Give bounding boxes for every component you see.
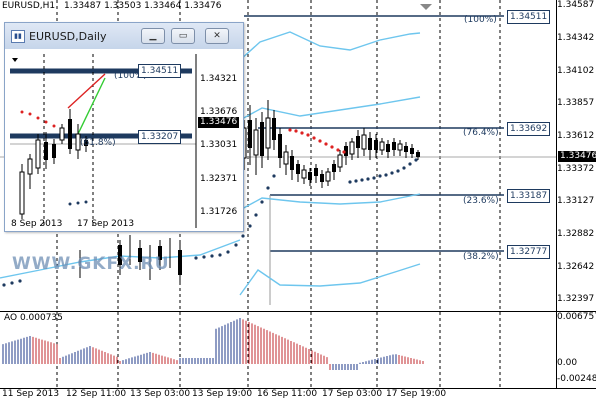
fib-price-23: 1.33187	[507, 189, 551, 203]
current-price-tag: 1.33476	[558, 151, 596, 162]
fib-pct-38: (38.2%)	[463, 252, 499, 262]
window-titlebar[interactable]: ▮▮ EURUSD,Daily ▁ ▭ ✕	[5, 23, 243, 49]
daily-price-tick: 1.33031	[200, 140, 238, 150]
separator	[0, 311, 596, 312]
fib-price-38: 1.32777	[507, 245, 551, 259]
price-tick: 1.33857	[557, 98, 595, 108]
time-tick: 13 Sep 03:00	[130, 389, 191, 399]
time-tick: 17 Sep 19:00	[386, 389, 447, 399]
time-tick: 11 Sep 2013	[2, 389, 60, 399]
ao-tick: 0.00	[557, 358, 578, 368]
daily-time-tick: 17 Sep 2013	[77, 219, 135, 229]
price-tick: 1.34587	[557, 0, 595, 10]
time-tick: 16 Sep 11:00	[257, 389, 318, 399]
chart-icon: ▮▮	[11, 30, 25, 43]
daily-price-tick: 1.34321	[200, 74, 238, 84]
close-button[interactable]: ✕	[205, 28, 229, 44]
fib-pct-23: (23.6%)	[463, 196, 499, 206]
time-tick: 12 Sep 11:00	[66, 389, 127, 399]
ao-histogram[interactable]	[0, 312, 556, 388]
daily-time-tick: 8 Sep 2013	[11, 219, 63, 229]
time-tick: 17 Sep 03:00	[322, 389, 383, 399]
price-tick: 1.32642	[557, 262, 595, 272]
daily-price-tick: 1.31726	[200, 207, 238, 217]
fib-pct-76: (76.4%)	[463, 128, 499, 138]
symbol-timeframe: EURUSD,H1	[2, 1, 56, 11]
minimize-button[interactable]: ▁	[141, 28, 165, 44]
watermark: WWW.GKFX.RU	[12, 254, 170, 274]
fib-price-100: 1.34511	[507, 10, 551, 24]
daily-fib-pct-100: (100%)	[114, 71, 147, 81]
daily-price-tick: 1.33676	[200, 107, 238, 117]
ao-axis: 0.006757 0.00 -0.002487	[556, 312, 596, 388]
price-axis[interactable]: 1.34587 1.34342 1.34102 1.33857 1.33612 …	[556, 0, 596, 312]
price-tick: 1.34342	[557, 33, 595, 43]
daily-price-tick: 1.32371	[200, 174, 238, 184]
parabolic-sar-dots	[2, 128, 418, 287]
ohlc-values: 1.33487 1.33503 1.33464 1.33476	[64, 1, 222, 11]
price-tick: 1.34102	[557, 66, 595, 76]
daily-fib-price-100: 1.34511	[138, 64, 182, 78]
daily-chart-window[interactable]: ▮▮ EURUSD,Daily ▁ ▭ ✕	[4, 22, 244, 232]
daily-current-price-tag: 1.33476	[198, 117, 240, 128]
fib-price-76: 1.33692	[507, 122, 551, 136]
restore-button[interactable]: ▭	[171, 28, 195, 44]
ao-tick: -0.002487	[557, 374, 596, 384]
candles	[79, 100, 420, 285]
main-price-chart[interactable]	[0, 0, 556, 312]
price-tick: 1.33127	[557, 196, 595, 206]
daily-fib-price-61: 1.33207	[138, 130, 182, 144]
daily-fib-pct-61: (61.8%)	[80, 138, 116, 148]
time-tick: 13 Sep 19:00	[192, 389, 253, 399]
chart-header: EURUSD,H1 1.33487 1.33503 1.33464 1.3347…	[2, 1, 221, 11]
ao-tick: 0.006757	[557, 312, 596, 322]
time-axis-line	[0, 388, 596, 389]
price-tick: 1.32882	[557, 229, 595, 239]
price-tick: 1.33372	[557, 164, 595, 174]
window-title: EURUSD,Daily	[29, 30, 107, 43]
price-tick: 1.32397	[557, 294, 595, 304]
daily-plot-area[interactable]: (100%) 1.34511 (61.8%) 1.33207 1.34321 1…	[10, 54, 240, 228]
price-tick: 1.33612	[557, 131, 595, 141]
ao-label: AO 0.000735	[4, 313, 63, 323]
fib-pct-100: (100%)	[464, 15, 497, 25]
